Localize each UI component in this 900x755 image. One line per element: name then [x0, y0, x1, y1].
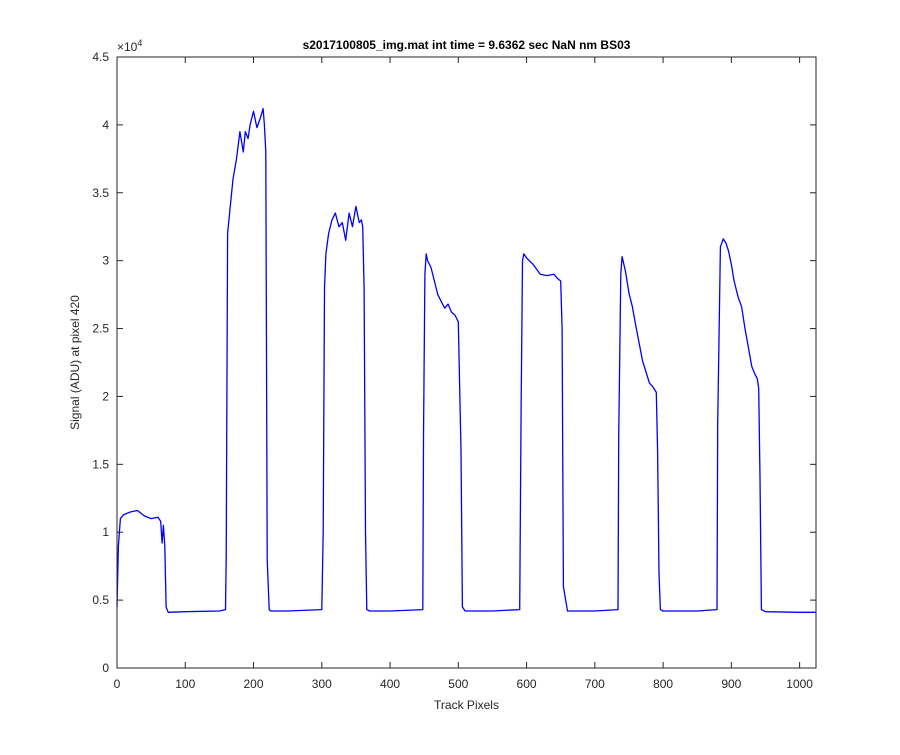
y-tick-label: 2.5 [92, 322, 109, 336]
y-tick-label: 0 [102, 661, 109, 675]
x-tick-label: 200 [244, 677, 264, 691]
data-layer [116, 107, 816, 613]
x-axis-label: Track Pixels [434, 698, 499, 712]
y-tick-label: 4.5 [92, 50, 109, 64]
y-tick-label: 3.5 [92, 186, 109, 200]
x-tick-label: 400 [380, 677, 400, 691]
y-tick-label: 0.5 [92, 593, 109, 607]
x-tick-label: 0 [114, 677, 121, 691]
x-tick-label: 700 [585, 677, 605, 691]
y-axis-label: Signal (ADU) at pixel 420 [68, 295, 82, 430]
x-tick-label: 900 [721, 677, 741, 691]
x-tick-label: 800 [653, 677, 673, 691]
x-tick-label: 100 [175, 677, 195, 691]
x-tick-label: 500 [448, 677, 468, 691]
x-tick-label: 600 [517, 677, 537, 691]
x-tick-label: 300 [312, 677, 332, 691]
chart-title: s2017100805_img.mat int time = 9.6362 se… [303, 38, 631, 52]
y-tick-label: 3 [102, 254, 109, 268]
y-exponent-power: 4 [137, 38, 142, 48]
ticks: 0 100 200 300 400 500 600 700 800 900 1000 0 0.5 1 1.5… [92, 50, 816, 691]
y-tick-label: 4 [102, 118, 109, 132]
y-tick-label: 2 [102, 389, 109, 403]
y-tick-label: 1 [102, 525, 109, 539]
y-exponent-base: ×10 [117, 40, 138, 54]
y-axis-exponent: ×104 [117, 38, 142, 54]
y-tick-label: 1.5 [92, 457, 109, 471]
axes-box [116, 56, 817, 669]
series-line-0 [116, 107, 816, 613]
axes-background [117, 57, 816, 668]
x-tick-label: 1000 [786, 677, 813, 691]
